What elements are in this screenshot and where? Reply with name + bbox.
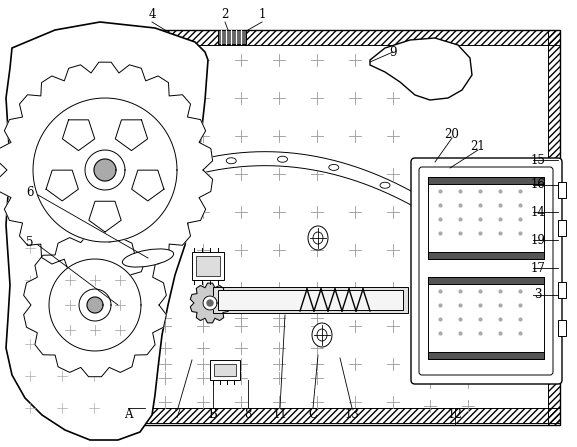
Text: B: B [209,409,218,422]
Bar [196,256,220,276]
Text: 14: 14 [531,206,545,219]
FancyBboxPatch shape [419,167,553,375]
Text: 2: 2 [222,8,228,21]
Polygon shape [87,297,103,313]
Polygon shape [79,289,111,321]
Polygon shape [370,38,472,100]
Text: 7: 7 [174,409,182,422]
Bar [428,277,544,284]
Ellipse shape [380,182,390,188]
Text: 16: 16 [531,178,545,191]
Text: 9: 9 [389,46,397,59]
Polygon shape [180,152,435,219]
Polygon shape [0,62,212,278]
Ellipse shape [278,156,287,162]
Ellipse shape [122,249,174,267]
Bar [558,220,566,236]
Bar [192,252,224,280]
Bar [558,182,566,198]
Bar [214,364,236,376]
Text: C: C [309,409,317,422]
Bar [428,177,544,184]
Bar [558,282,566,298]
Text: 1: 1 [258,8,265,21]
Bar [428,177,544,259]
Ellipse shape [312,323,332,347]
Bar [210,360,240,380]
Text: 15: 15 [531,153,545,166]
Bar [108,30,560,425]
Text: 3: 3 [534,288,542,301]
Text: A: A [123,409,132,422]
Bar [213,287,408,313]
Polygon shape [203,296,217,310]
Polygon shape [190,283,230,323]
Ellipse shape [317,329,327,341]
Polygon shape [49,259,141,351]
Text: 21: 21 [471,140,485,153]
Bar [218,290,403,310]
Bar [108,408,560,423]
Ellipse shape [226,158,236,164]
Bar [108,30,120,425]
Text: 6: 6 [26,186,33,198]
Text: 13: 13 [344,409,359,422]
Text: 20: 20 [444,128,459,142]
FancyBboxPatch shape [411,158,562,384]
Polygon shape [24,233,166,377]
Bar [428,252,544,259]
Bar [428,277,544,359]
Bar [548,30,560,425]
Polygon shape [85,150,125,190]
Bar [108,30,560,45]
Text: 19: 19 [531,233,545,246]
Polygon shape [33,98,177,242]
Text: 4: 4 [148,8,156,21]
Text: 17: 17 [531,261,545,274]
Text: 12: 12 [448,409,462,422]
Polygon shape [94,159,116,181]
Text: 5: 5 [26,236,33,249]
Ellipse shape [329,164,339,170]
Bar [558,320,566,336]
Ellipse shape [308,226,328,250]
Text: 11: 11 [272,409,287,422]
Text: 8: 8 [244,409,252,422]
Bar [428,352,544,359]
Polygon shape [207,300,213,306]
Polygon shape [6,22,208,440]
Bar [218,30,246,44]
Ellipse shape [313,232,323,244]
